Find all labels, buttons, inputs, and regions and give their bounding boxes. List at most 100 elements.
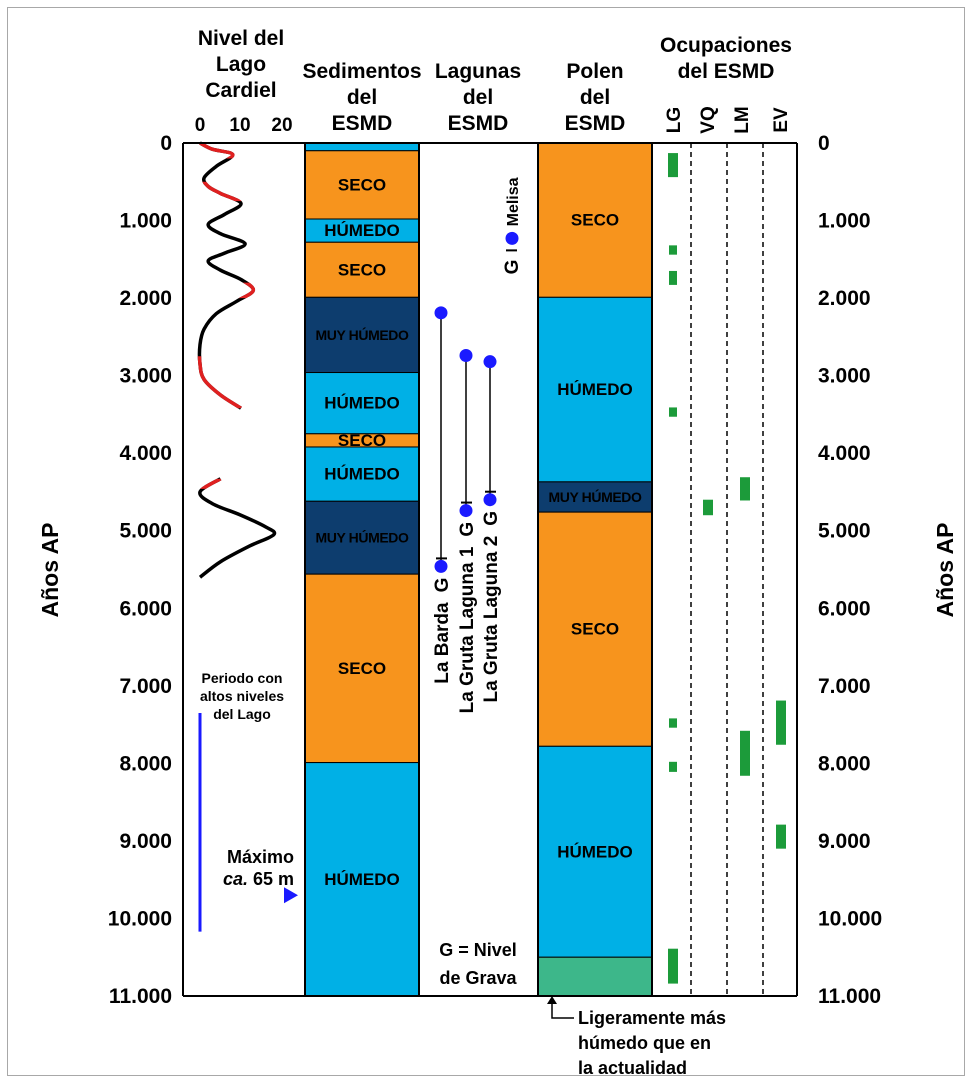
header-pollen-line-1: Polen (566, 60, 623, 83)
sediments-column: SECO HÚMEDO SECO MUY HÚMEDO HÚMEDO SECO HÚMEDO… (304, 142, 420, 997)
lagoon-bottom-marker (434, 559, 448, 573)
y-tick-right-9: 9.000 (818, 830, 871, 853)
melisa-label: Melisa (505, 177, 522, 226)
pollen-band-label: SECO (571, 620, 619, 639)
header-sediments-line-1: Sedimentos (302, 60, 421, 83)
occupation-column-headers: LG VQ LM EV (664, 106, 792, 133)
y-tick-right-2: 2.000 (818, 287, 871, 310)
y-tick-left-11: 11.000 (109, 985, 172, 1008)
sediment-band (304, 500, 420, 575)
occupation-bar-ev (776, 824, 786, 849)
gravel-legend: G = Nivel de Grava (439, 940, 517, 988)
header-sediments-line-2: del (347, 86, 377, 109)
occupation-header-lg: LG (664, 107, 685, 133)
maximum-arrow-icon (284, 887, 298, 904)
lagoon-gravel-label: G (432, 578, 453, 593)
lake-axis-tick-20: 20 (271, 115, 292, 136)
y-tick-right-6: 6.000 (818, 597, 871, 620)
y-axis-ticks-left: 0 1.000 2.000 3.000 4.000 5.000 6.000 7.000 8.00… (108, 132, 172, 1008)
header-lake-line-1: Nivel del (198, 27, 284, 50)
y-axis-ticks-right: 0 1.000 2.000 3.000 4.000 5.000 6.000 7.000 8.00… (818, 132, 882, 1008)
sediment-band-label: HÚMEDO (324, 870, 400, 889)
header-pollen: Polen del ESMD (565, 60, 626, 135)
header-lagoons-line-3: ESMD (448, 112, 509, 135)
figure-frame (7, 7, 965, 1076)
header-lagoons: Lagunas del ESMD (435, 60, 521, 135)
lake-level-curve (197, 141, 277, 579)
y-tick-left-9: 9.000 (119, 830, 172, 853)
occupation-bar-lg (669, 761, 677, 772)
occupation-bar-lg (669, 718, 677, 728)
maximum-note: Máximo ca. 65 m (223, 847, 294, 889)
sediment-band-label: MUY HÚMEDO (316, 529, 409, 546)
occupation-bar-lm (740, 477, 750, 501)
occupation-bar-lg (669, 270, 677, 285)
occupation-bar-lg (669, 245, 677, 255)
maximum-note-line-1: Máximo (227, 847, 294, 867)
y-tick-left-3: 3.000 (119, 365, 172, 388)
occupation-header-lm: LM (732, 106, 753, 133)
pollen-band (537, 142, 653, 298)
sediment-band (304, 142, 420, 152)
y-tick-right-3: 3.000 (818, 365, 871, 388)
y-axis-title-right: Años AP (932, 523, 958, 618)
pollen-note-line-3: la actualidad (578, 1058, 687, 1078)
y-tick-left-7: 7.000 (119, 675, 172, 698)
pollen-band-label: HÚMEDO (557, 380, 633, 399)
melisa-gravel-label: G (502, 260, 523, 275)
sediment-band-label: SECO (338, 175, 386, 194)
pollen-band-label: HÚMEDO (557, 842, 633, 861)
sediment-band-label: SECO (338, 431, 386, 450)
lagoon-bottom-marker (459, 504, 473, 518)
header-occupations: Ocupaciones del ESMD (660, 34, 792, 83)
lagoon-name-label: La Gruta Laguna 2 (481, 536, 502, 703)
lake-level-axis: 0 10 20 (195, 115, 293, 136)
y-tick-right-4: 4.000 (818, 442, 871, 465)
pollen-band (537, 296, 653, 483)
header-lagoons-line-1: Lagunas (435, 60, 521, 83)
lake-axis-tick-0: 0 (195, 115, 206, 136)
high-lake-note-line-3: del Lago (213, 706, 271, 722)
pollen-band-label: SECO (571, 211, 619, 230)
occupation-bar-lm (740, 730, 750, 776)
pollen-note: Ligeramente más húmedo que en la actuali… (547, 996, 726, 1078)
occupation-bar-ev (776, 700, 786, 745)
occupation-bar-vq (703, 499, 713, 516)
header-occupations-line-2: del ESMD (678, 60, 775, 83)
pollen-band (537, 481, 653, 513)
lagoon-top-marker (483, 355, 497, 369)
occupation-bar-lg (668, 948, 678, 984)
pollen-note-connector (551, 1002, 574, 1019)
y-tick-right-1: 1.000 (818, 210, 871, 233)
occupations-panel (304, 143, 786, 996)
header-sediments: Sedimentos del ESMD (302, 60, 421, 135)
lagoon-gravel-label: G (457, 522, 478, 537)
y-tick-right-5: 5.000 (818, 520, 871, 543)
sediment-band (304, 296, 420, 374)
y-tick-right-8: 8.000 (818, 752, 871, 775)
header-lake-line-2: Lago (216, 53, 266, 76)
lake-curve-segment (198, 477, 277, 579)
lagoon-name-label: La Barda (432, 602, 453, 684)
gravel-legend-line-2: de Grava (439, 968, 517, 988)
maximum-note-value: 65 m (248, 869, 294, 889)
lagoon-top-marker (459, 348, 473, 362)
high-lake-note-line-1: Periodo con (202, 670, 283, 686)
header-pollen-line-3: ESMD (565, 112, 626, 135)
y-tick-left-6: 6.000 (119, 597, 172, 620)
lagoon-gravel-label: G (481, 511, 502, 526)
header-lake-level: Nivel del Lago Cardiel (198, 27, 284, 102)
y-tick-left-8: 8.000 (119, 752, 172, 775)
y-tick-left-2: 2.000 (119, 287, 172, 310)
lagoon-top-marker (434, 306, 448, 320)
sediment-band (304, 573, 420, 764)
gravel-legend-line-1: G = Nivel (439, 940, 517, 960)
occupation-bar-lg (668, 153, 678, 178)
sediment-band-label: MUY HÚMEDO (316, 326, 409, 343)
pollen-note-line-1: Ligeramente más (578, 1008, 726, 1028)
y-axis-title-left: Años AP (37, 523, 63, 618)
y-tick-right-7: 7.000 (818, 675, 871, 698)
high-lake-note: Periodo con altos niveles del Lago (200, 670, 284, 722)
